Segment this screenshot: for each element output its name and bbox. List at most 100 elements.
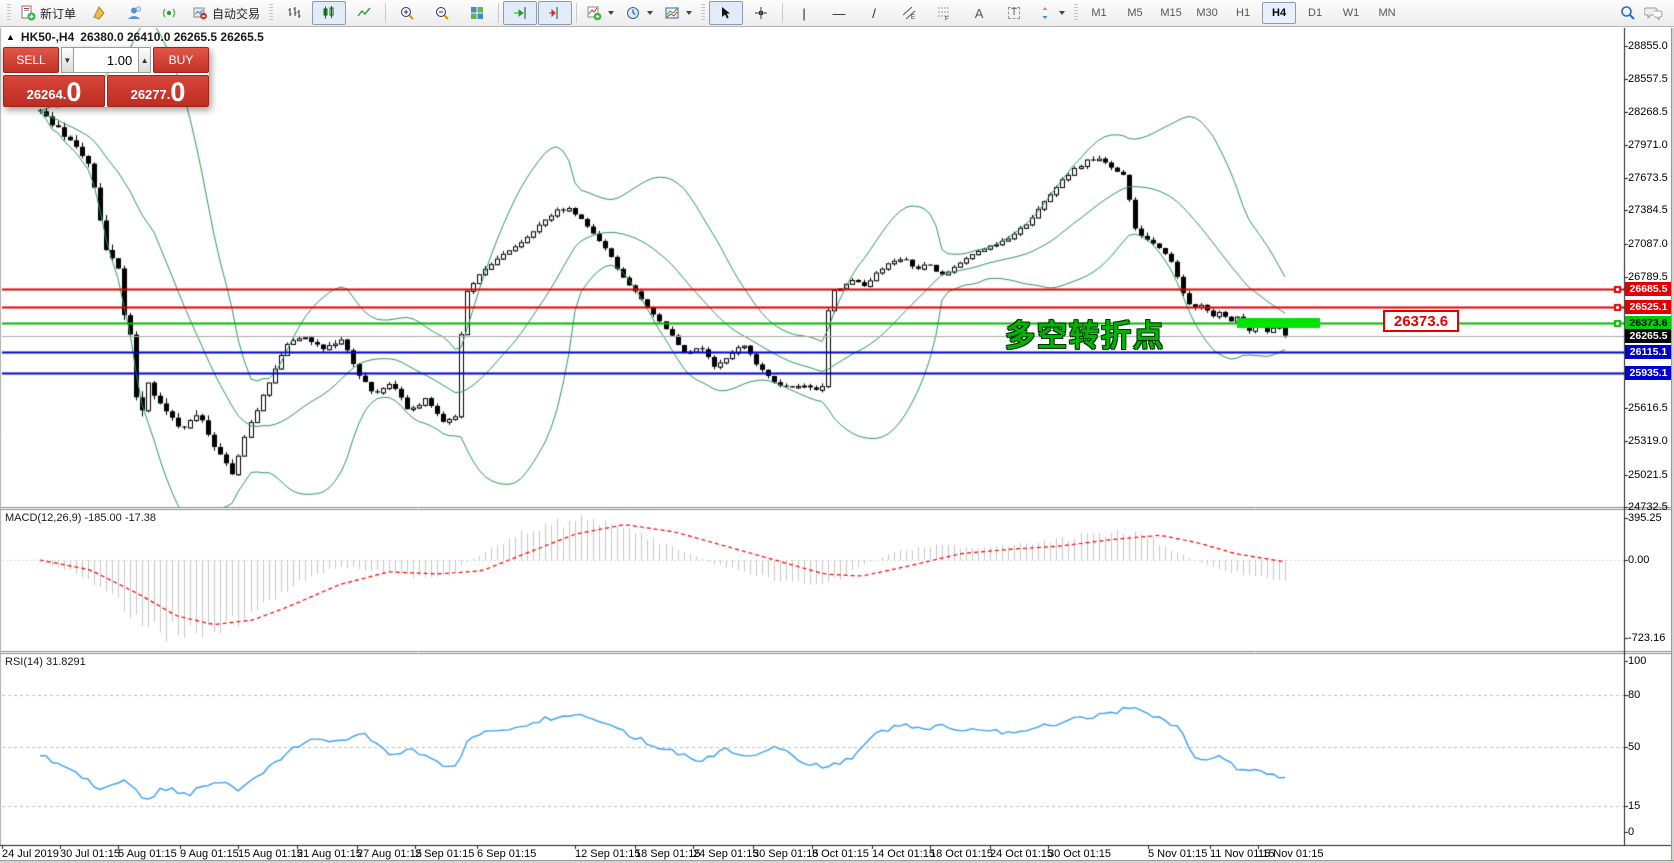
fibonacci-button[interactable]: F (927, 1, 961, 25)
volume-increase-button[interactable]: ▲ (138, 47, 151, 73)
main-toolbar: 新订单 自动交易 (0, 0, 1674, 27)
timeframe-button-mn[interactable]: MN (1378, 7, 1396, 19)
price-tick-label: 27384.5 (1628, 204, 1668, 217)
time-axis-label: 24 Sep 01:15 (693, 848, 759, 860)
zoom-out-button[interactable] (425, 1, 459, 25)
broadcast-button[interactable] (152, 1, 186, 25)
timeframe-button-h1[interactable]: H1 (1236, 7, 1251, 19)
timeframe-button-m1[interactable]: M1 (1091, 7, 1107, 19)
timeframe-button-d1[interactable]: D1 (1308, 7, 1323, 19)
fibonacci-icon: F (938, 7, 951, 21)
line-chart-button[interactable] (347, 1, 381, 25)
buy-price-display[interactable]: 26277. 0 (107, 75, 209, 107)
rsi-scale-label: 100 (1628, 655, 1647, 667)
clock-icon (627, 7, 640, 19)
rsi-scale-label: 80 (1628, 689, 1641, 702)
equidistant-channel-button[interactable]: E (892, 1, 926, 25)
chart-title: ▲ HK50-,H4 26380.0 26410.0 26265.5 26265… (6, 30, 264, 44)
time-axis-label: 24 Jul 2019 (2, 848, 59, 860)
community-button[interactable] (117, 1, 151, 25)
volume-input[interactable] (73, 47, 139, 73)
trendline-button[interactable]: / (857, 1, 891, 25)
vertical-line-button[interactable]: | (787, 1, 821, 25)
price-tick-label: 28268.5 (1628, 105, 1668, 118)
arrows-button[interactable] (1032, 1, 1070, 25)
timeframe-button-m15[interactable]: M15 (1160, 7, 1182, 19)
buy-button[interactable]: BUY (153, 47, 209, 73)
timeframe-group: M1 M5 M15 M30 H1 H4 D1 W1 MN (1082, 2, 1404, 24)
text-label-icon: T (1007, 7, 1021, 19)
autotrading-label: 自动交易 (212, 6, 261, 21)
svg-text:E: E (911, 15, 915, 21)
time-axis-label: 27 Aug 01:15 (357, 848, 422, 860)
timeframe-button-m5[interactable]: M5 (1127, 7, 1143, 19)
volume-spinner: ▼ ▲ (61, 47, 151, 73)
macd-scale-label: -723.16 (1628, 631, 1666, 644)
time-axis-label: 24 Oct 01:15 (990, 848, 1053, 860)
dropdown-caret-icon (686, 11, 693, 15)
toolbar-grip[interactable] (7, 4, 11, 22)
price-level-badge: 26115.1 (1625, 345, 1672, 360)
vertical-line-icon: | (802, 5, 806, 21)
price-level-badge: 25935.1 (1625, 365, 1672, 380)
autotrading-button[interactable]: 自动交易 (187, 1, 265, 25)
text-label-button[interactable]: T (997, 1, 1031, 25)
chart-symbol-label: HK50-,H4 (20, 30, 75, 44)
buy-price-value: 26277 (130, 87, 167, 102)
dropdown-caret-icon (608, 11, 615, 15)
sell-button[interactable]: SELL (3, 47, 59, 73)
new-order-button[interactable]: 新订单 (15, 1, 81, 25)
new-order-label: 新订单 (40, 6, 77, 21)
zoom-in-icon (401, 7, 414, 20)
auto-scroll-button[interactable] (503, 1, 538, 25)
price-level-badge: 26685.5 (1625, 281, 1672, 296)
community-icon (128, 6, 142, 19)
timeframe-button-w1[interactable]: W1 (1342, 7, 1360, 19)
volume-decrease-button[interactable]: ▼ (61, 47, 74, 73)
bar-chart-button[interactable] (277, 1, 311, 25)
metaeditor-button[interactable] (82, 1, 116, 25)
text-button[interactable]: A (962, 1, 996, 25)
time-axis-label: 9 Aug 01:15 (180, 848, 239, 860)
templates-button[interactable] (659, 1, 697, 25)
time-axis-label: 30 Oct 01:15 (1048, 848, 1111, 860)
tile-windows-icon (471, 7, 484, 19)
toolbar-grip[interactable] (1074, 4, 1079, 22)
time-axis-label: 21 Aug 01:15 (297, 848, 362, 860)
line-chart-icon (357, 7, 371, 17)
templates-icon (665, 7, 679, 19)
chart-shift-button[interactable] (538, 1, 573, 25)
toolbar-grip[interactable] (701, 4, 706, 22)
time-axis-label: 30 Jul 01:15 (60, 848, 120, 860)
zoom-in-button[interactable] (390, 1, 424, 25)
equidistant-channel-icon: E (902, 6, 916, 21)
price-level-badge: 26525.1 (1625, 299, 1672, 314)
sell-price-display[interactable]: 26264. 0 (3, 75, 105, 107)
price-tick-label: 28855.0 (1628, 40, 1668, 52)
cursor-button[interactable] (709, 1, 744, 25)
one-click-trading-panel: SELL ▼ ▲ BUY 26264.0 26277.0 (3, 47, 209, 107)
dropdown-caret-icon (647, 11, 654, 15)
candlestick-chart-icon (323, 6, 334, 19)
crosshair-button[interactable] (744, 1, 778, 25)
timeframe-button-h4[interactable]: H4 (1262, 2, 1297, 24)
time-axis-label: 14 Oct 01:15 (872, 848, 935, 860)
indicators-button[interactable] (581, 1, 619, 25)
time-axis-label: 11 Nov 01:15 (1210, 848, 1275, 860)
time-axis-label: 15 Aug 01:15 (238, 848, 303, 860)
price-chart-canvas[interactable] (0, 28, 1674, 863)
price-tick-label: 27087.0 (1628, 237, 1668, 250)
time-axis-label: 5 Aug 01:15 (118, 848, 177, 860)
candlestick-chart-button[interactable] (312, 1, 347, 25)
collapse-trade-panel-icon[interactable]: ▲ (6, 32, 15, 42)
search-icon[interactable] (1620, 5, 1636, 21)
toolbar-grip[interactable] (269, 4, 274, 22)
horizontal-line-button[interactable]: — (822, 1, 856, 25)
tile-windows-button[interactable] (460, 1, 494, 25)
timeframe-button-m30[interactable]: M30 (1196, 7, 1218, 19)
chat-icon[interactable] (1644, 5, 1664, 21)
sell-price-value: 0 (66, 77, 82, 107)
price-callout-box[interactable]: 26373.6 (1383, 310, 1459, 332)
periods-button[interactable] (620, 1, 658, 25)
